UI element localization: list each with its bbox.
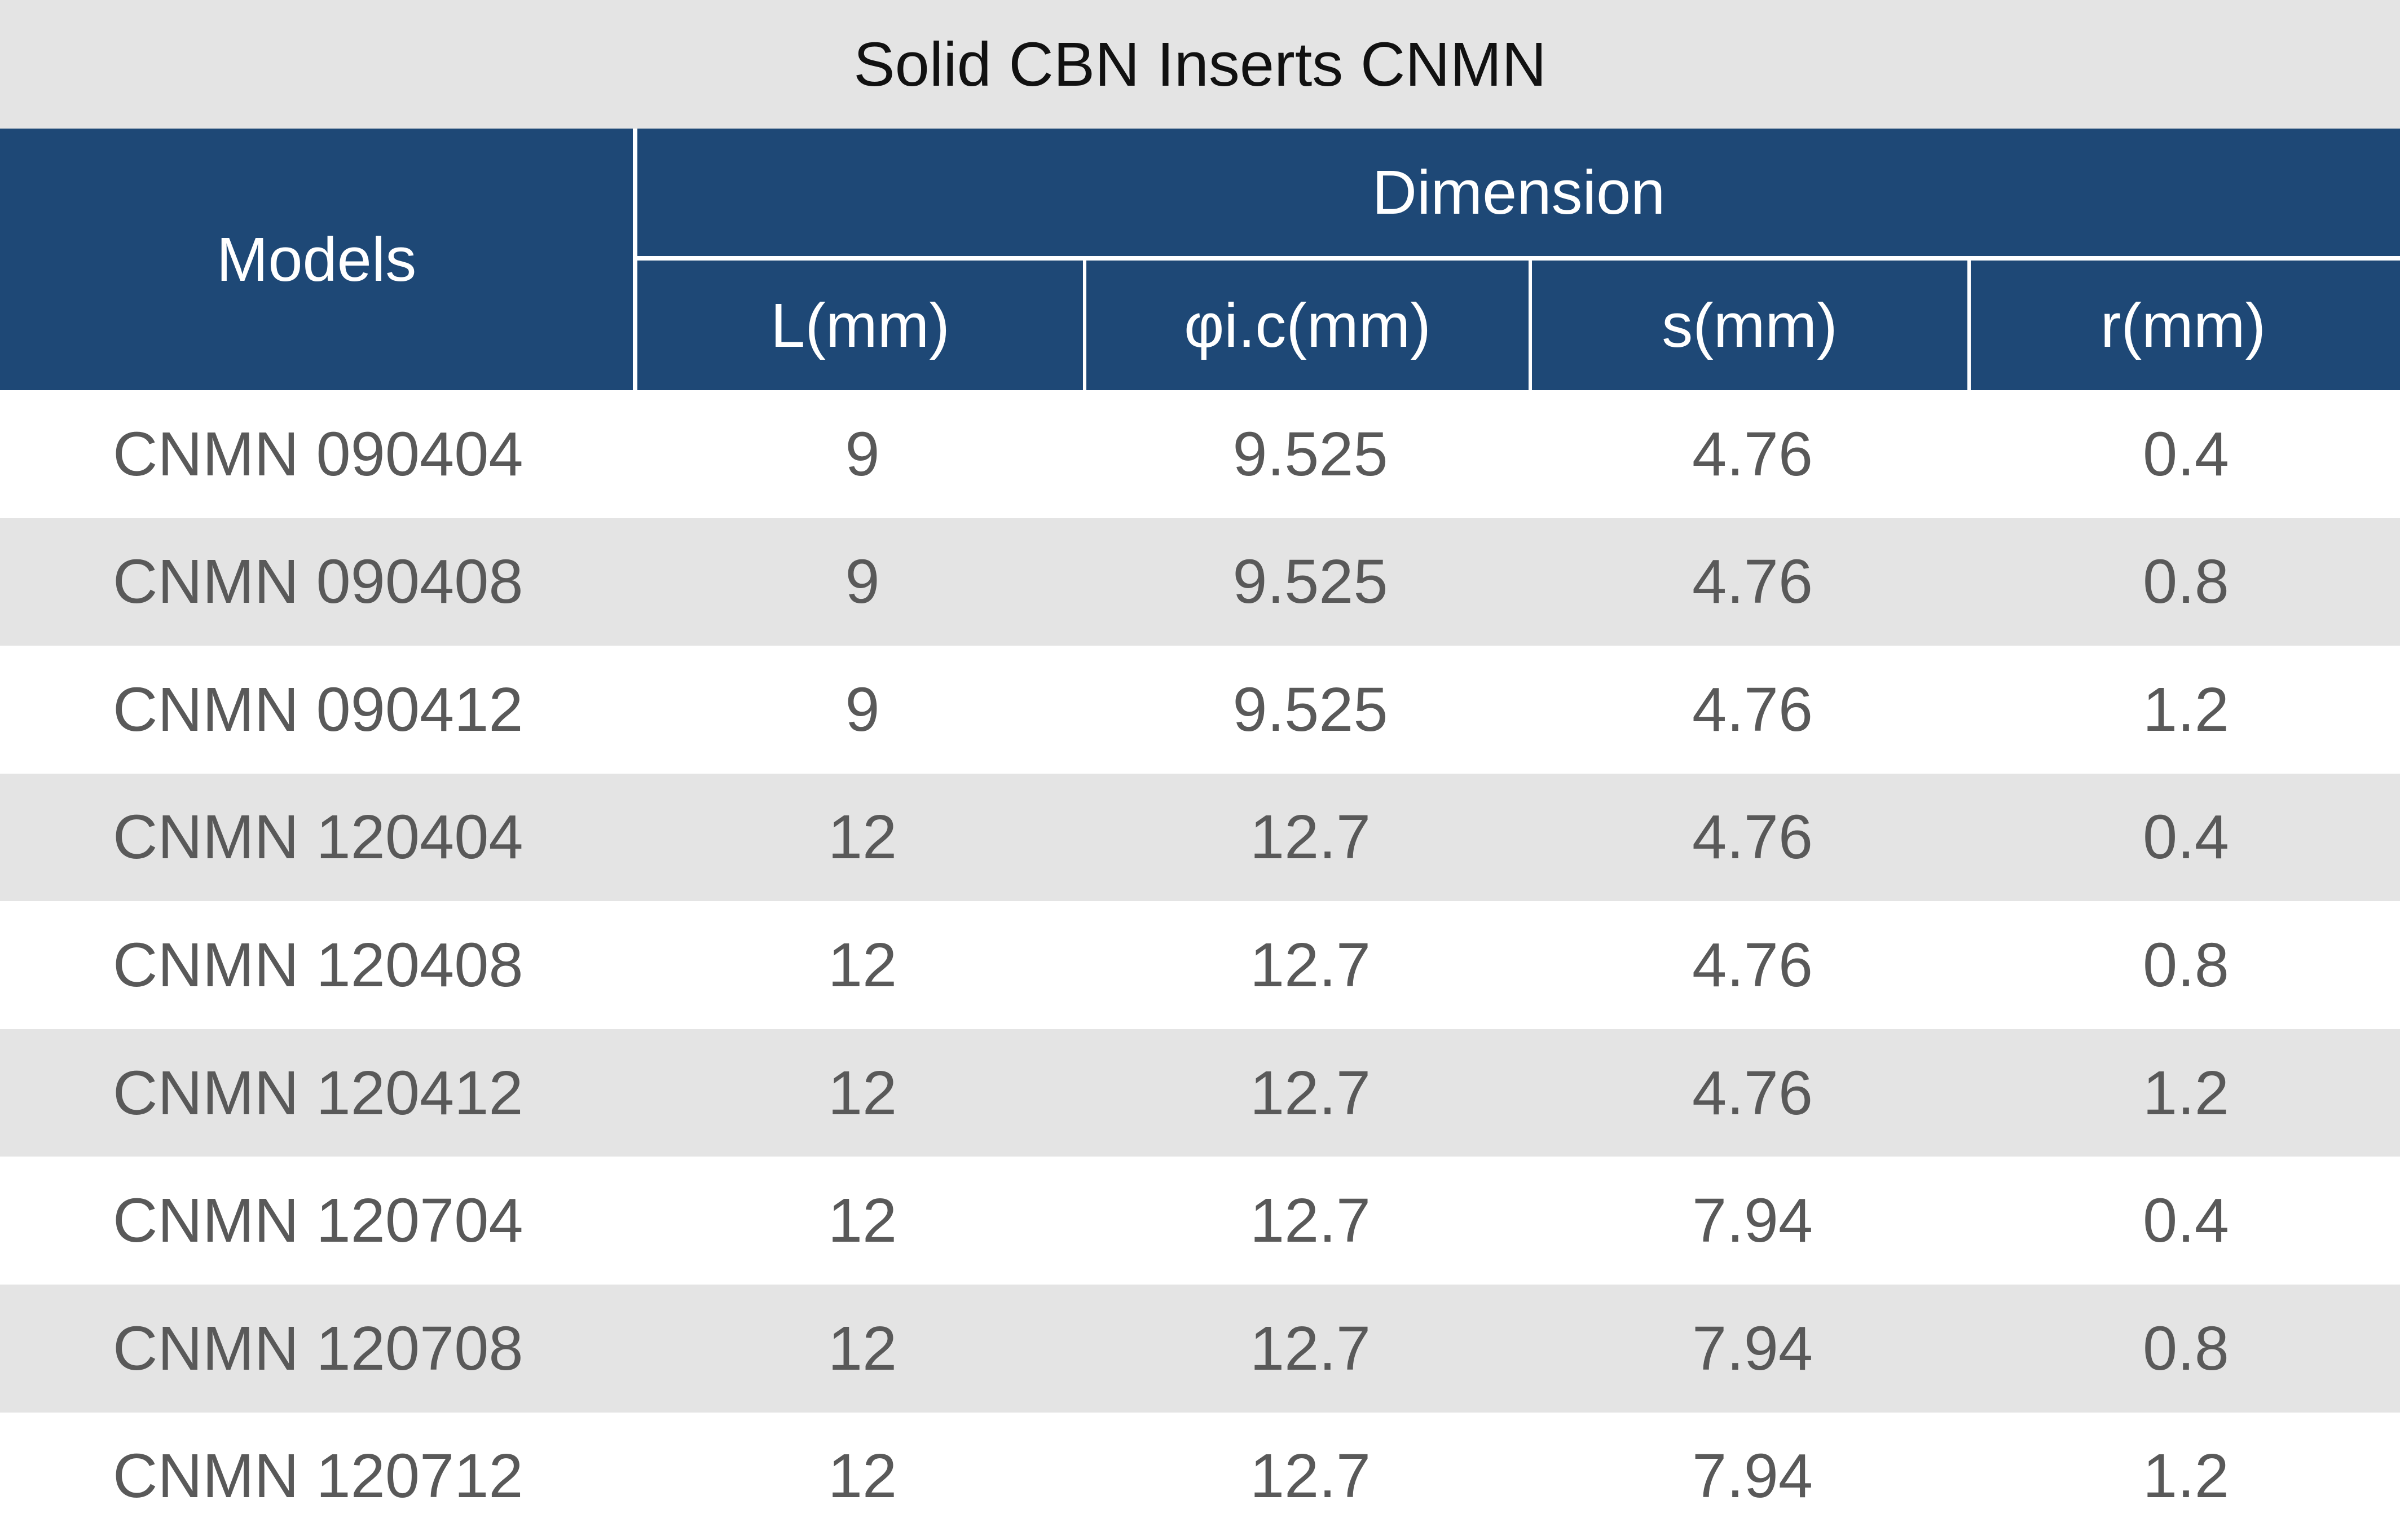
cell-s: 4.76 [1692,802,1813,872]
cell-model: CNMN 090408 [113,547,523,617]
cell-r: 0.8 [2143,547,2229,617]
table-row: CNMN 120708 12 12.7 7.94 0.8 [0,1284,2400,1413]
column-group-header-dimension: Dimension [637,129,2400,261]
cell-r: 1.2 [2143,674,2229,744]
cell-r: 0.4 [2143,1186,2229,1256]
table-row: CNMN 090412 9 9.525 4.76 1.2 [0,646,2400,774]
cell-r: 1.2 [2143,1441,2229,1511]
cell-model: CNMN 120404 [113,802,523,872]
column-header-phic-mm: φi.c(mm) [1083,261,1529,390]
cell-model: CNMN 120712 [113,1441,523,1511]
table-row: CNMN 120712 12 12.7 7.94 1.2 [0,1412,2400,1540]
cell-s: 7.94 [1692,1441,1813,1511]
cell-s: 7.94 [1692,1313,1813,1383]
column-header-models: Models [0,129,637,390]
sub-header-row: L(mm) φi.c(mm) s(mm) r(mm) [637,261,2400,390]
cell-l: 9 [845,674,880,744]
cell-l: 12 [827,1186,897,1256]
cell-model: CNMN 090404 [113,419,523,489]
cell-phic: 12.7 [1249,1441,1371,1511]
cell-r: 0.4 [2143,802,2229,872]
cell-s: 4.76 [1692,419,1813,489]
column-header-l-mm: L(mm) [770,290,950,360]
cell-model: CNMN 120708 [113,1313,523,1383]
cell-s: 4.76 [1692,930,1813,1000]
table-row: CNMN 090404 9 9.525 4.76 0.4 [0,390,2400,518]
cell-phic: 9.525 [1232,674,1388,744]
cell-l: 12 [827,802,897,872]
cell-model: CNMN 120408 [113,930,523,1000]
cell-r: 0.4 [2143,419,2229,489]
column-header-s-mm: s(mm) [1529,261,1967,390]
table-row: CNMN 090408 9 9.525 4.76 0.8 [0,518,2400,646]
table-header: Models Dimension L(mm) φi.c(mm) s(mm) r(… [0,129,2400,390]
cell-l: 12 [827,1313,897,1383]
cell-s: 7.94 [1692,1186,1813,1256]
cell-l: 9 [845,419,880,489]
cell-s: 4.76 [1692,1058,1813,1128]
cell-phic: 12.7 [1249,930,1371,1000]
cell-l: 12 [827,1441,897,1511]
cell-r: 0.8 [2143,1313,2229,1383]
cell-phic: 12.7 [1249,1058,1371,1128]
cell-r: 1.2 [2143,1058,2229,1128]
cell-s: 4.76 [1692,674,1813,744]
cell-l: 12 [827,1058,897,1128]
table-row: CNMN 120408 12 12.7 4.76 0.8 [0,901,2400,1029]
cell-phic: 12.7 [1249,1313,1371,1383]
cell-model: CNMN 090412 [113,674,523,744]
table-body: CNMN 090404 9 9.525 4.76 0.4 CNMN 090408 9 9.52… [0,390,2400,1540]
cell-phic: 9.525 [1232,419,1388,489]
cell-l: 9 [845,547,880,617]
table-row: CNMN 120704 12 12.7 7.94 0.4 [0,1157,2400,1285]
table-title: Solid CBN Inserts CNMN [0,0,2400,129]
column-header-r-mm: r(mm) [1967,261,2395,390]
table-row: CNMN 120404 12 12.7 4.76 0.4 [0,773,2400,902]
cell-phic: 9.525 [1232,547,1388,617]
cell-l: 12 [827,930,897,1000]
cell-phic: 12.7 [1249,1186,1371,1256]
table-row: CNMN 120412 12 12.7 4.76 1.2 [0,1029,2400,1157]
cell-r: 0.8 [2143,930,2229,1000]
cell-model: CNMN 120412 [113,1058,523,1128]
cell-phic: 12.7 [1249,802,1371,872]
cell-s: 4.76 [1692,547,1813,617]
cell-model: CNMN 120704 [113,1186,523,1256]
